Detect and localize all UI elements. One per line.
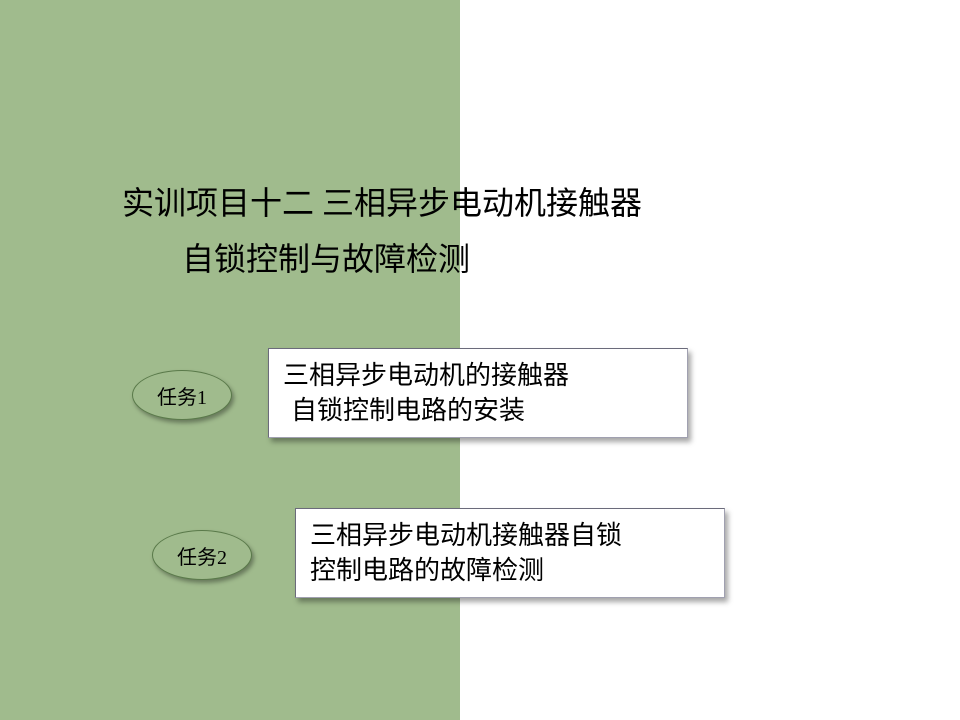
task1-card-line2: 自锁控制电路的安装 xyxy=(291,393,687,428)
task1-card[interactable]: 三相异步电动机的接触器 自锁控制电路的安装 xyxy=(268,348,688,438)
slide-title-line2: 自锁控制与故障检测 xyxy=(182,234,642,280)
task2-card-line2: 控制电路的故障检测 xyxy=(310,553,724,588)
task1-pill-label: 任务1 xyxy=(157,381,207,410)
task2-card-line1: 三相异步电动机接触器自锁 xyxy=(310,518,724,553)
slide-title-line1: 实训项目十二 三相异步电动机接触器 xyxy=(122,178,642,224)
task2-pill[interactable]: 任务2 xyxy=(152,530,252,580)
slide-title: 实训项目十二 三相异步电动机接触器 自锁控制与故障检测 xyxy=(122,178,642,280)
task2-card[interactable]: 三相异步电动机接触器自锁 控制电路的故障检测 xyxy=(295,508,725,598)
task2-pill-label: 任务2 xyxy=(177,541,227,570)
task1-pill[interactable]: 任务1 xyxy=(132,370,232,420)
task1-card-line1: 三相异步电动机的接触器 xyxy=(283,358,687,393)
